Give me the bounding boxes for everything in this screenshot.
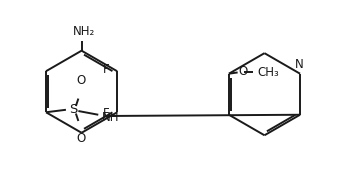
Text: NH: NH: [102, 111, 120, 124]
Text: O: O: [238, 65, 247, 78]
Text: F: F: [103, 107, 110, 120]
Text: F: F: [103, 64, 110, 76]
Text: O: O: [76, 132, 85, 145]
Text: CH₃: CH₃: [257, 66, 279, 79]
Text: O: O: [76, 74, 85, 87]
Text: N: N: [294, 58, 303, 71]
Text: NH₂: NH₂: [73, 25, 95, 38]
Text: S: S: [69, 103, 78, 116]
